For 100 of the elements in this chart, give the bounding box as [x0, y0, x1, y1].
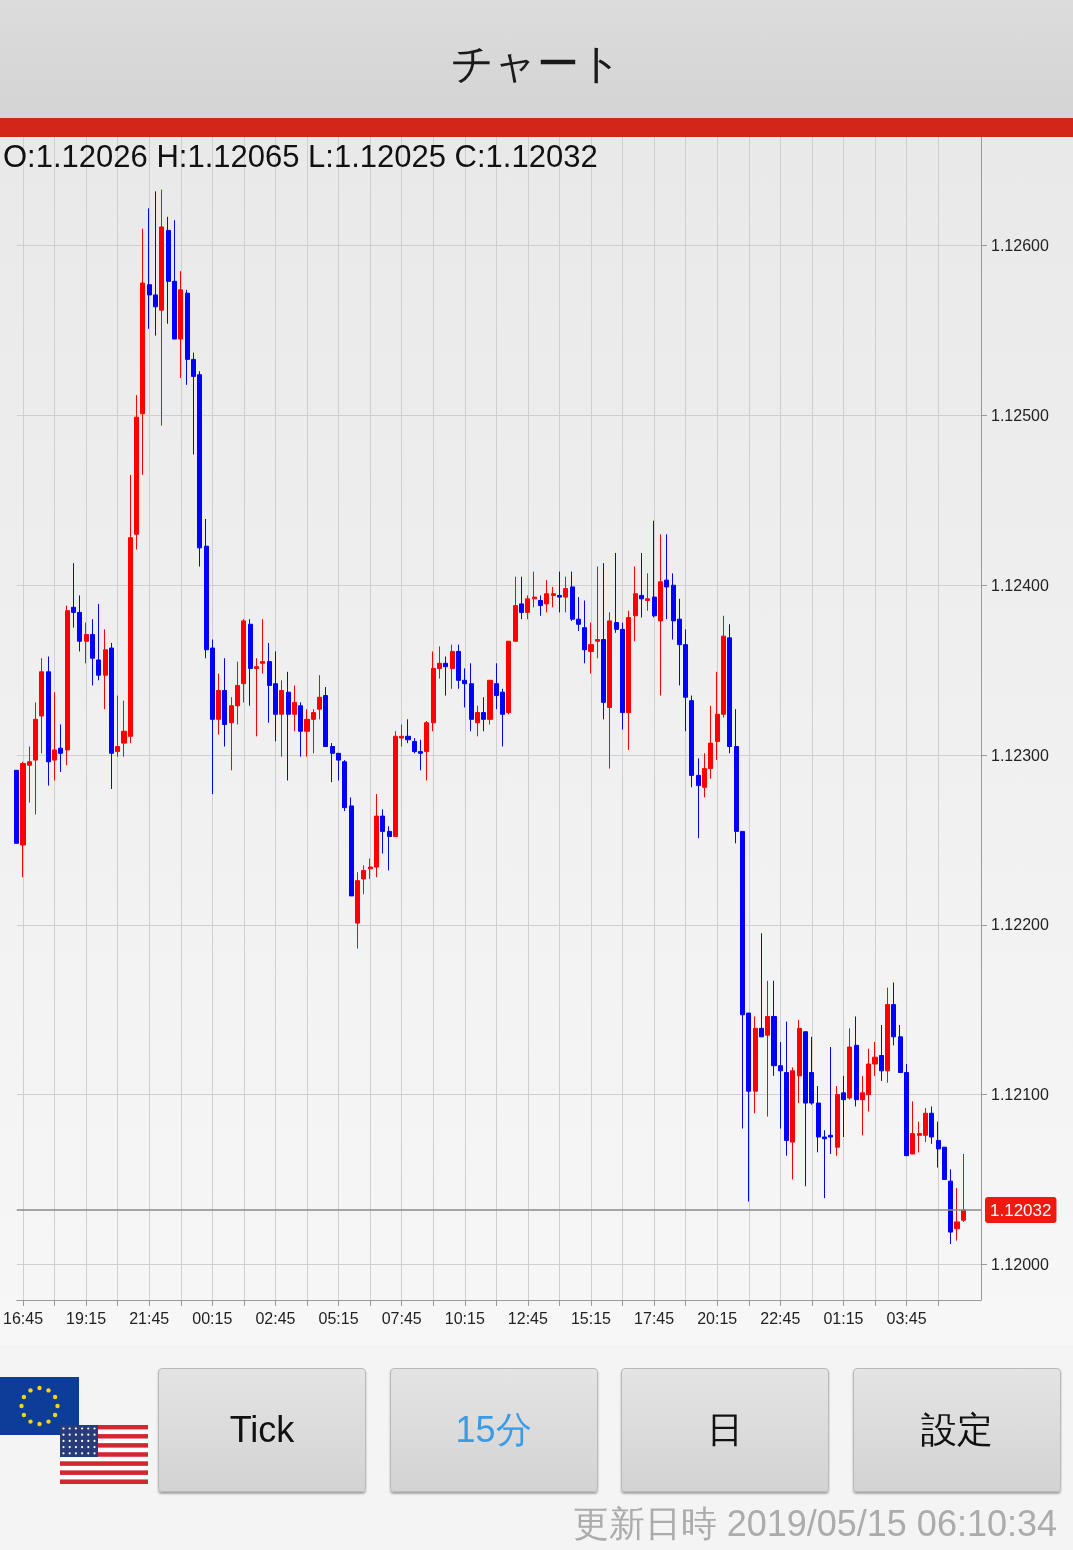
candlestick [885, 987, 890, 1084]
candlestick [248, 618, 253, 707]
candlestick [39, 657, 44, 754]
candlestick [216, 673, 221, 736]
y-tick-label: 1.12000 [991, 1255, 1049, 1273]
candlestick [342, 759, 347, 812]
candlestick [84, 622, 89, 664]
candlestick [260, 618, 265, 675]
candlestick [222, 657, 227, 748]
x-tick-label: 07:45 [381, 1309, 422, 1327]
candlestick [292, 684, 297, 732]
candlestick [588, 622, 594, 675]
candlestick [33, 701, 38, 815]
candlestick [140, 228, 145, 476]
x-tick-label: 05:15 [318, 1309, 359, 1327]
candlestick [595, 566, 600, 659]
candlestick [948, 1168, 953, 1245]
candlestick [134, 394, 139, 551]
candlestick [658, 533, 663, 697]
y-tick-label: 1.12600 [991, 237, 1049, 255]
candlestick [929, 1105, 934, 1145]
candlestick [475, 705, 480, 737]
y-tick-label: 1.12400 [991, 576, 1049, 594]
x-tick-label: 21:45 [129, 1309, 170, 1327]
candlestick [361, 864, 366, 895]
candlestick [355, 871, 360, 950]
candlestick [797, 1019, 802, 1104]
x-tick-label: 19:15 [66, 1309, 107, 1327]
candlestick [254, 657, 259, 737]
button: 日 [621, 1368, 829, 1492]
candlestick [557, 571, 562, 613]
candlestick [696, 757, 701, 839]
candlestick [279, 679, 284, 758]
candlestick [115, 695, 120, 758]
candlestick [519, 576, 524, 620]
candlestick [387, 825, 392, 871]
annotation: O:1.12026 H:1.12065 L:1.12025 C:1.12032 [3, 139, 598, 175]
candlestick [103, 628, 108, 710]
candlestick [544, 579, 549, 613]
candlestick [607, 611, 612, 770]
y-tick-label: 1.12200 [991, 916, 1049, 934]
candlestick [563, 576, 568, 613]
candlestick [443, 656, 448, 697]
x-tick-label: 17:45 [634, 1309, 675, 1327]
candlestick [639, 552, 644, 618]
candlestick [525, 594, 530, 620]
candlestick [841, 1075, 846, 1138]
candlestick [286, 671, 291, 781]
x-tick-label: 12:45 [507, 1309, 548, 1327]
candlestick [626, 610, 631, 751]
candlestick [765, 980, 770, 1118]
ref-line-label: 1.12032 [990, 1200, 1052, 1220]
x-tick-label: 03:45 [886, 1309, 927, 1327]
x-tick-label: 01:15 [823, 1309, 864, 1327]
candlestick [450, 644, 455, 690]
candlestick [601, 562, 606, 720]
candlestick [652, 520, 657, 618]
candlestick [954, 1187, 960, 1242]
y-tick-label: 1.12500 [991, 406, 1049, 424]
candlestick [513, 576, 518, 642]
candlestick [835, 1085, 840, 1157]
candlestick [790, 1066, 795, 1180]
candlestick [532, 571, 537, 608]
candlestick [469, 662, 474, 732]
candlestick [323, 686, 328, 748]
candlestick [784, 1021, 789, 1157]
candlestick [405, 718, 411, 744]
candlestick [14, 769, 19, 844]
candlestick [349, 796, 354, 897]
candlestick [582, 600, 587, 664]
candlestick [487, 679, 493, 725]
chart-title: チャート [450, 39, 623, 89]
candlestick [317, 674, 322, 720]
candlestick [961, 1153, 966, 1223]
candlestick [759, 932, 764, 1038]
x-tick-label: 10:15 [444, 1309, 485, 1327]
candlestick [241, 618, 246, 703]
candlestick [96, 603, 101, 681]
button: 設定 [852, 1368, 1061, 1492]
candlestick [879, 1024, 884, 1082]
candlestick [159, 189, 164, 427]
candlestick [664, 533, 669, 620]
x-tick-label: 00:15 [192, 1309, 233, 1327]
candlestick [506, 640, 511, 715]
candlestick [551, 586, 556, 608]
candlestick [847, 1027, 852, 1101]
text: 更新日時 2019/05/15 06:10:34 [572, 1502, 1057, 1546]
button: 15分 [389, 1368, 598, 1492]
candlestick [645, 572, 650, 612]
candlestick [424, 720, 429, 781]
x-tick-label: 22:45 [760, 1309, 801, 1327]
x-tick-label: 20:15 [697, 1309, 738, 1327]
candlestick [90, 618, 95, 686]
x-tick-label: 15:15 [570, 1309, 612, 1327]
candlestick [52, 691, 57, 781]
candlestick [910, 1100, 915, 1155]
candlestick [633, 566, 638, 642]
y-tick-label: 1.12100 [991, 1086, 1049, 1104]
candlestick [58, 723, 63, 773]
candlestick [481, 696, 486, 732]
